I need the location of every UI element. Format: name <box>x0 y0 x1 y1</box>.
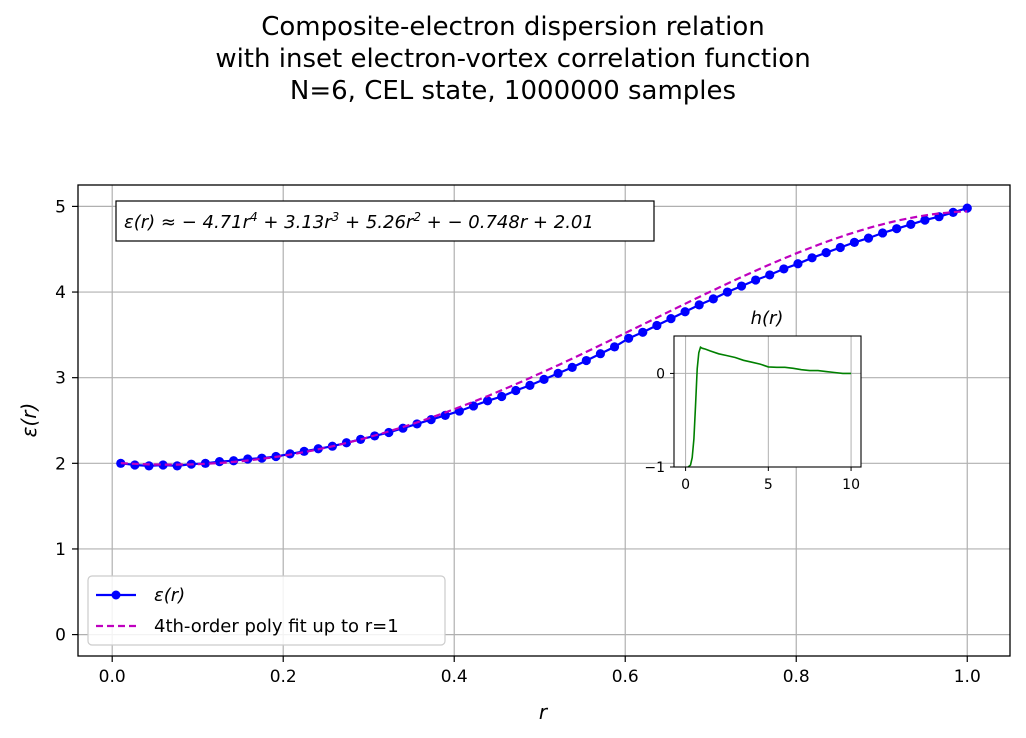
dispersion-point <box>821 248 831 258</box>
x-tick-label: 0.2 <box>270 667 297 687</box>
dispersion-point <box>962 203 972 213</box>
dispersion-point <box>877 228 888 238</box>
dispersion-point <box>539 374 549 384</box>
fit-curve <box>120 210 968 466</box>
inset-x-tick-label: 10 <box>842 477 860 493</box>
x-tick-label: 1.0 <box>954 667 981 687</box>
dispersion-point <box>722 287 733 297</box>
legend-label-fit: 4th-order poly fit up to r=1 <box>154 616 399 637</box>
main-axes-frame <box>77 184 1011 657</box>
dispersion-point <box>751 275 761 285</box>
dispersion-point <box>511 385 521 396</box>
dispersion-point <box>172 461 182 471</box>
inset-x-tick-label: 0 <box>681 477 690 493</box>
dispersion-point <box>144 461 154 471</box>
dispersion-point <box>638 327 648 337</box>
dispersion-point <box>920 215 930 225</box>
dispersion-point <box>736 281 747 291</box>
fit-equation: ε(r) ≈ − 4.71r4 + 3.13r3 + 5.26r2 + − 0.… <box>124 210 594 233</box>
dispersion-point <box>567 362 577 373</box>
dispersion-point <box>257 453 267 463</box>
inset-title: h(r) <box>751 308 784 329</box>
x-tick-label: 0.4 <box>441 667 468 687</box>
legend: ε(r) 4th-order poly fit up to r=1 <box>87 575 446 646</box>
y-tick-label: 2 <box>55 454 66 474</box>
x-axis-label: r <box>539 700 549 724</box>
dispersion-point <box>652 320 662 331</box>
dispersion-point <box>440 410 450 420</box>
dispersion-point <box>158 460 168 470</box>
x-tick-label: 0.6 <box>612 667 639 687</box>
inset-x-tick-label: 5 <box>764 477 773 493</box>
dispersion-point <box>694 300 704 310</box>
inset-y-tick-label: 0 <box>656 366 665 382</box>
dispersion-point <box>497 391 507 402</box>
legend-marker-dispersion <box>111 590 121 600</box>
legend-label-dispersion: ε(r) <box>154 585 185 606</box>
dispersion-point <box>863 233 874 243</box>
inset-axes-frame <box>673 335 862 468</box>
dispersion-point <box>807 253 817 263</box>
y-tick-label: 1 <box>55 540 66 560</box>
fit-curve-group <box>120 210 968 466</box>
dispersion-point <box>595 349 606 359</box>
dispersion-point <box>200 458 211 468</box>
dispersion-point <box>214 457 225 467</box>
dispersion-point <box>892 224 902 234</box>
y-tick-label: 3 <box>55 369 66 389</box>
dispersion-point <box>765 270 775 280</box>
main-ticks: 0.0 0.2 0.4 0.6 0.8 1.0 0 1 2 3 4 5 <box>55 197 981 687</box>
dispersion-point <box>849 237 859 247</box>
dispersion-point <box>779 264 789 274</box>
y-tick-label: 0 <box>55 626 66 646</box>
dispersion-point <box>525 380 535 390</box>
dispersion-point <box>624 333 634 343</box>
dispersion-point <box>666 313 676 324</box>
dispersion-point <box>341 438 352 448</box>
legend-box <box>87 575 446 646</box>
dispersion-point <box>243 454 253 464</box>
dispersion-point <box>482 396 493 406</box>
dispersion-point <box>609 342 620 352</box>
x-tick-label: 0.0 <box>99 667 126 687</box>
fit-equation-box <box>115 200 655 242</box>
correlation-line <box>687 345 852 468</box>
inset-y-tick-label: −1 <box>644 460 665 476</box>
y-axis-label: ε(r) <box>17 403 41 438</box>
x-tick-label: 0.8 <box>783 667 810 687</box>
dispersion-point <box>680 307 690 317</box>
chart-title-line-2: with inset electron-vortex correlation f… <box>215 44 811 74</box>
dispersion-point <box>793 259 803 269</box>
inset-series-group <box>687 345 852 468</box>
dispersion-point <box>708 294 718 304</box>
dispersion-point <box>906 219 916 229</box>
inset-background <box>674 336 861 467</box>
inset-ticks: 0 5 10 −1 0 <box>644 366 860 493</box>
y-tick-label: 4 <box>55 283 66 303</box>
dispersion-point <box>835 242 845 253</box>
inset-chart: 0 5 10 −1 0 h(r) <box>644 308 862 493</box>
dispersion-point <box>948 207 958 218</box>
dispersion-point <box>581 355 591 366</box>
y-tick-label: 5 <box>55 197 66 217</box>
dispersion-point <box>384 427 394 438</box>
dispersion-point <box>553 368 563 378</box>
chart-title-line-1: Composite-electron dispersion relation <box>261 12 765 42</box>
chart-title-line-3: N=6, CEL state, 1000000 samples <box>289 76 737 106</box>
dispersion-point <box>116 458 126 468</box>
